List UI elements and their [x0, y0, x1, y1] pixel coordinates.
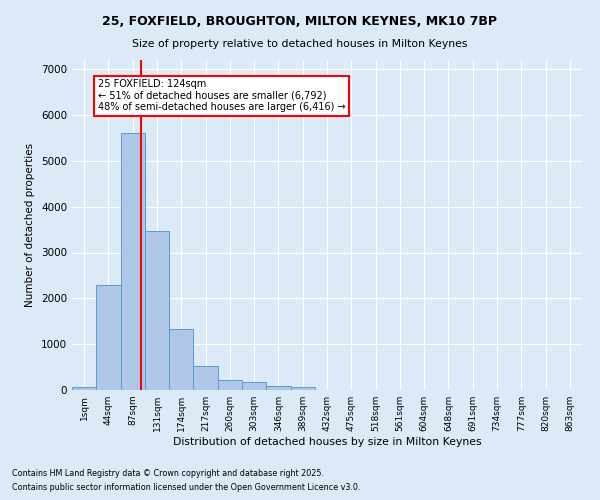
Bar: [218, 380, 242, 390]
Bar: [290, 388, 315, 390]
Bar: [145, 232, 169, 390]
X-axis label: Distribution of detached houses by size in Milton Keynes: Distribution of detached houses by size …: [173, 437, 481, 447]
Bar: [96, 284, 121, 390]
Text: Contains public sector information licensed under the Open Government Licence v3: Contains public sector information licen…: [12, 484, 361, 492]
Bar: [121, 134, 145, 390]
Bar: [193, 366, 218, 390]
Text: Size of property relative to detached houses in Milton Keynes: Size of property relative to detached ho…: [132, 39, 468, 49]
Bar: [72, 386, 96, 390]
Y-axis label: Number of detached properties: Number of detached properties: [25, 143, 35, 307]
Bar: [169, 329, 193, 390]
Text: 25, FOXFIELD, BROUGHTON, MILTON KEYNES, MK10 7BP: 25, FOXFIELD, BROUGHTON, MILTON KEYNES, …: [103, 15, 497, 28]
Bar: [266, 386, 290, 390]
Text: 25 FOXFIELD: 124sqm
← 51% of detached houses are smaller (6,792)
48% of semi-det: 25 FOXFIELD: 124sqm ← 51% of detached ho…: [97, 79, 345, 112]
Bar: [242, 382, 266, 390]
Text: Contains HM Land Registry data © Crown copyright and database right 2025.: Contains HM Land Registry data © Crown c…: [12, 468, 324, 477]
